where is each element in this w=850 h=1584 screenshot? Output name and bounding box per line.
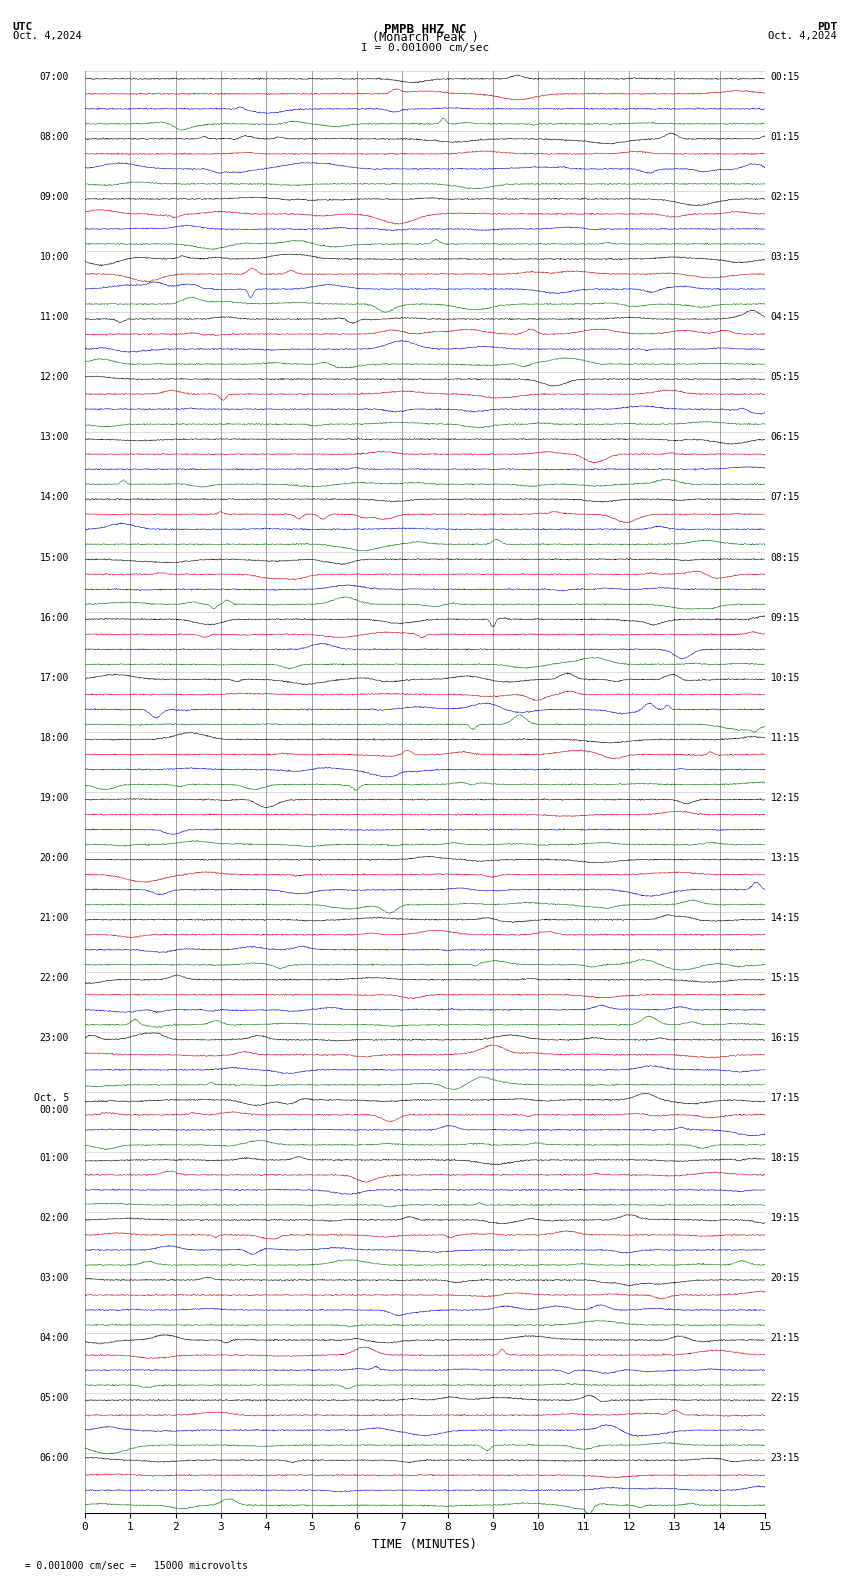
- Text: 02:00: 02:00: [40, 1213, 69, 1223]
- Text: 09:00: 09:00: [40, 192, 69, 203]
- Text: 23:00: 23:00: [40, 1033, 69, 1042]
- Text: 02:15: 02:15: [770, 192, 800, 203]
- Text: 12:00: 12:00: [40, 372, 69, 382]
- Text: 05:15: 05:15: [770, 372, 800, 382]
- Text: 22:15: 22:15: [770, 1394, 800, 1403]
- Text: 00:15: 00:15: [770, 71, 800, 82]
- Text: (Monarch Peak ): (Monarch Peak ): [371, 32, 479, 44]
- Text: PDT: PDT: [817, 22, 837, 32]
- Text: 17:15: 17:15: [770, 1093, 800, 1102]
- Text: Oct. 5
00:00: Oct. 5 00:00: [34, 1093, 69, 1115]
- Text: 08:00: 08:00: [40, 131, 69, 143]
- Text: 14:00: 14:00: [40, 493, 69, 502]
- Text: 11:00: 11:00: [40, 312, 69, 322]
- Text: 15:00: 15:00: [40, 553, 69, 562]
- Text: 20:00: 20:00: [40, 852, 69, 863]
- Text: 17:00: 17:00: [40, 673, 69, 683]
- Text: 03:15: 03:15: [770, 252, 800, 263]
- Text: PMPB HHZ NC: PMPB HHZ NC: [383, 22, 467, 35]
- Text: 18:00: 18:00: [40, 733, 69, 743]
- Text: 03:00: 03:00: [40, 1274, 69, 1283]
- Text: 06:00: 06:00: [40, 1454, 69, 1464]
- Text: = 0.001000 cm/sec =   15000 microvolts: = 0.001000 cm/sec = 15000 microvolts: [13, 1562, 247, 1571]
- Text: 22:00: 22:00: [40, 973, 69, 984]
- Text: 04:15: 04:15: [770, 312, 800, 322]
- Text: 14:15: 14:15: [770, 912, 800, 923]
- Text: 10:15: 10:15: [770, 673, 800, 683]
- Text: 06:15: 06:15: [770, 432, 800, 442]
- Text: UTC: UTC: [13, 22, 33, 32]
- Text: 19:00: 19:00: [40, 792, 69, 803]
- Text: 15:15: 15:15: [770, 973, 800, 984]
- Text: 13:00: 13:00: [40, 432, 69, 442]
- Text: Oct. 4,2024: Oct. 4,2024: [13, 32, 82, 41]
- Text: 21:00: 21:00: [40, 912, 69, 923]
- Text: 12:15: 12:15: [770, 792, 800, 803]
- X-axis label: TIME (MINUTES): TIME (MINUTES): [372, 1538, 478, 1551]
- Text: 04:00: 04:00: [40, 1334, 69, 1343]
- Text: Oct. 4,2024: Oct. 4,2024: [768, 32, 837, 41]
- Text: 05:00: 05:00: [40, 1394, 69, 1403]
- Text: I = 0.001000 cm/sec: I = 0.001000 cm/sec: [361, 43, 489, 52]
- Text: 01:00: 01:00: [40, 1153, 69, 1163]
- Text: 19:15: 19:15: [770, 1213, 800, 1223]
- Text: 21:15: 21:15: [770, 1334, 800, 1343]
- Text: 20:15: 20:15: [770, 1274, 800, 1283]
- Text: 18:15: 18:15: [770, 1153, 800, 1163]
- Text: 11:15: 11:15: [770, 733, 800, 743]
- Text: 09:15: 09:15: [770, 613, 800, 623]
- Text: 08:15: 08:15: [770, 553, 800, 562]
- Text: 16:15: 16:15: [770, 1033, 800, 1042]
- Text: 16:00: 16:00: [40, 613, 69, 623]
- Text: 10:00: 10:00: [40, 252, 69, 263]
- Text: 07:15: 07:15: [770, 493, 800, 502]
- Text: 07:00: 07:00: [40, 71, 69, 82]
- Text: 23:15: 23:15: [770, 1454, 800, 1464]
- Text: 13:15: 13:15: [770, 852, 800, 863]
- Text: 01:15: 01:15: [770, 131, 800, 143]
